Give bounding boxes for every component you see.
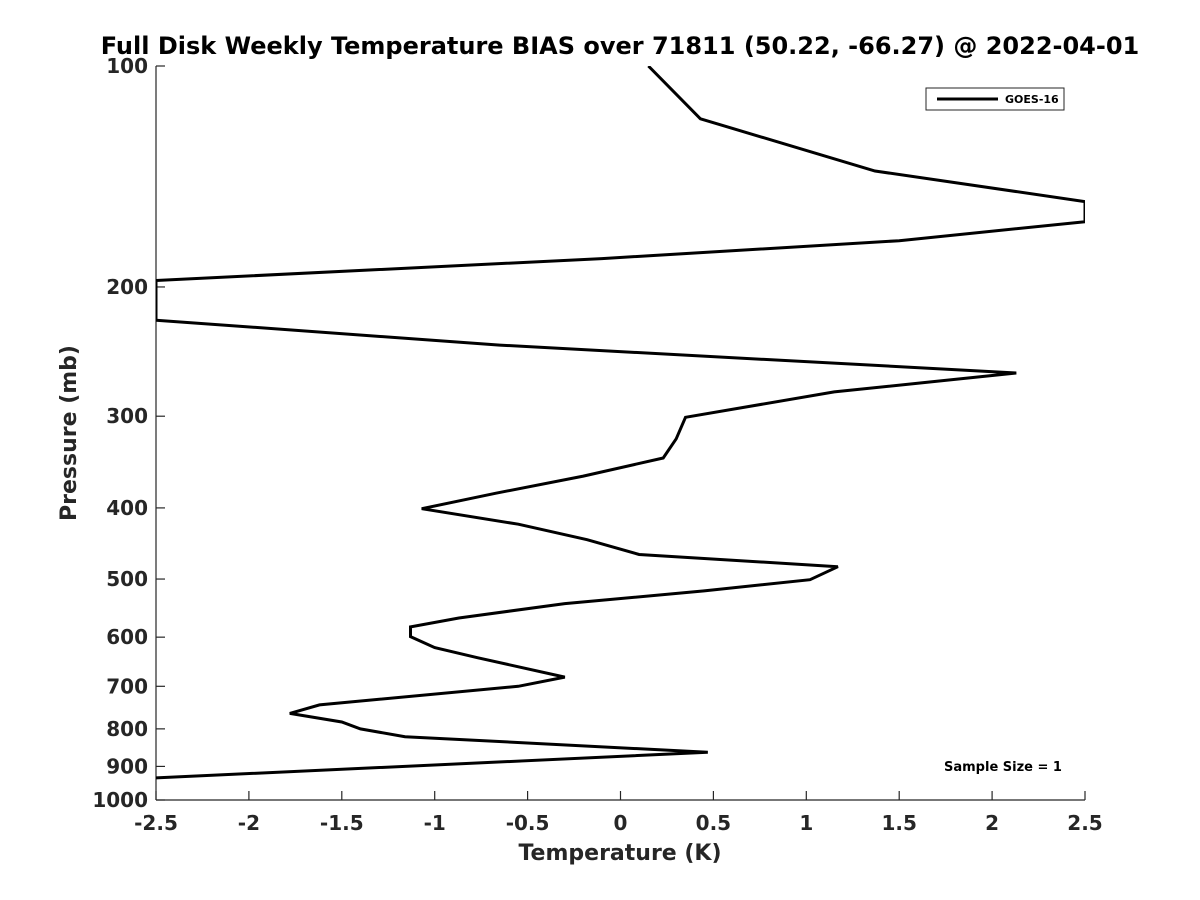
x-axis-label: Temperature (K) xyxy=(518,841,721,866)
y-tick-label: 700 xyxy=(106,674,148,698)
y-tick-label: 300 xyxy=(106,404,148,428)
x-tick-label: -0.5 xyxy=(506,811,550,835)
x-tick-label: 2 xyxy=(985,811,999,835)
y-tick-label: 900 xyxy=(106,754,148,778)
y-tick-label: 100 xyxy=(106,54,148,78)
plot-axes xyxy=(155,66,1085,801)
x-tick-label: 0 xyxy=(614,811,628,835)
series-line-goes-16 xyxy=(156,66,1085,780)
x-ticks: -2.5 -2 -1.5 -1 -0.5 0 0.5 1 1.5 2 2.5 xyxy=(134,791,1103,835)
y-ticks: 100 200 300 400 500 600 700 800 900 1000 xyxy=(92,54,165,812)
y-tick-label: 200 xyxy=(106,275,148,299)
x-tick-label: -1 xyxy=(424,811,446,835)
legend-entry-goes-16: GOES-16 xyxy=(1005,93,1059,106)
x-tick-label: -2.5 xyxy=(134,811,178,835)
y-tick-label: 400 xyxy=(106,496,148,520)
y-tick-label: 1000 xyxy=(92,788,148,812)
x-tick-label: 1.5 xyxy=(881,811,916,835)
y-tick-label: 500 xyxy=(106,567,148,591)
y-tick-label: 800 xyxy=(106,717,148,741)
x-tick-label: 2.5 xyxy=(1067,811,1102,835)
x-tick-label: -1.5 xyxy=(320,811,364,835)
y-tick-label: 600 xyxy=(106,625,148,649)
legend: GOES-16 xyxy=(925,87,1065,111)
x-tick-label: 1 xyxy=(799,811,813,835)
sample-size-annotation: Sample Size = 1 xyxy=(944,760,1062,775)
y-axis-label: Pressure (mb) xyxy=(57,345,82,521)
x-tick-label: 0.5 xyxy=(696,811,731,835)
x-tick-label: -2 xyxy=(238,811,260,835)
chart-title: Full Disk Weekly Temperature BIAS over 7… xyxy=(101,32,1140,60)
